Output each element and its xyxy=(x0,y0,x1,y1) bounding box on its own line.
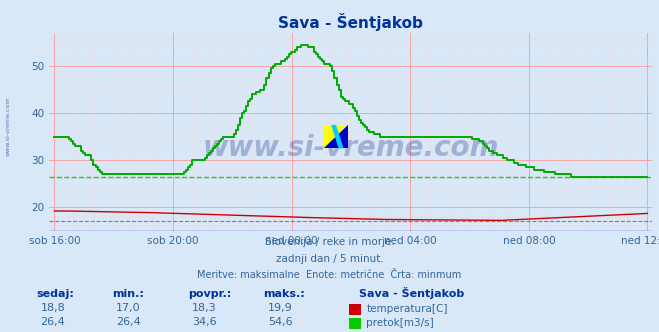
Text: min.:: min.: xyxy=(112,289,144,299)
Text: www.si-vreme.com: www.si-vreme.com xyxy=(5,96,11,156)
Text: sedaj:: sedaj: xyxy=(36,289,74,299)
Text: 34,6: 34,6 xyxy=(192,317,217,327)
Text: 54,6: 54,6 xyxy=(268,317,293,327)
Text: Meritve: maksimalne  Enote: metrične  Črta: minmum: Meritve: maksimalne Enote: metrične Črta… xyxy=(198,270,461,280)
Polygon shape xyxy=(331,125,343,148)
Text: 26,4: 26,4 xyxy=(40,317,65,327)
Text: 18,8: 18,8 xyxy=(40,303,65,313)
Text: 26,4: 26,4 xyxy=(116,317,141,327)
Text: povpr.:: povpr.: xyxy=(188,289,231,299)
Text: zadnji dan / 5 minut.: zadnji dan / 5 minut. xyxy=(275,254,384,264)
Polygon shape xyxy=(324,125,349,148)
Title: Sava - Šentjakob: Sava - Šentjakob xyxy=(279,13,423,31)
Text: www.si-vreme.com: www.si-vreme.com xyxy=(203,134,499,162)
Text: 17,0: 17,0 xyxy=(116,303,141,313)
Text: Slovenija / reke in morje.: Slovenija / reke in morje. xyxy=(264,237,395,247)
Text: Sava - Šentjakob: Sava - Šentjakob xyxy=(359,287,465,299)
Text: pretok[m3/s]: pretok[m3/s] xyxy=(366,318,434,328)
Polygon shape xyxy=(324,125,349,148)
Text: 19,9: 19,9 xyxy=(268,303,293,313)
Text: 18,3: 18,3 xyxy=(192,303,217,313)
Text: temperatura[C]: temperatura[C] xyxy=(366,304,448,314)
Text: maks.:: maks.: xyxy=(264,289,305,299)
